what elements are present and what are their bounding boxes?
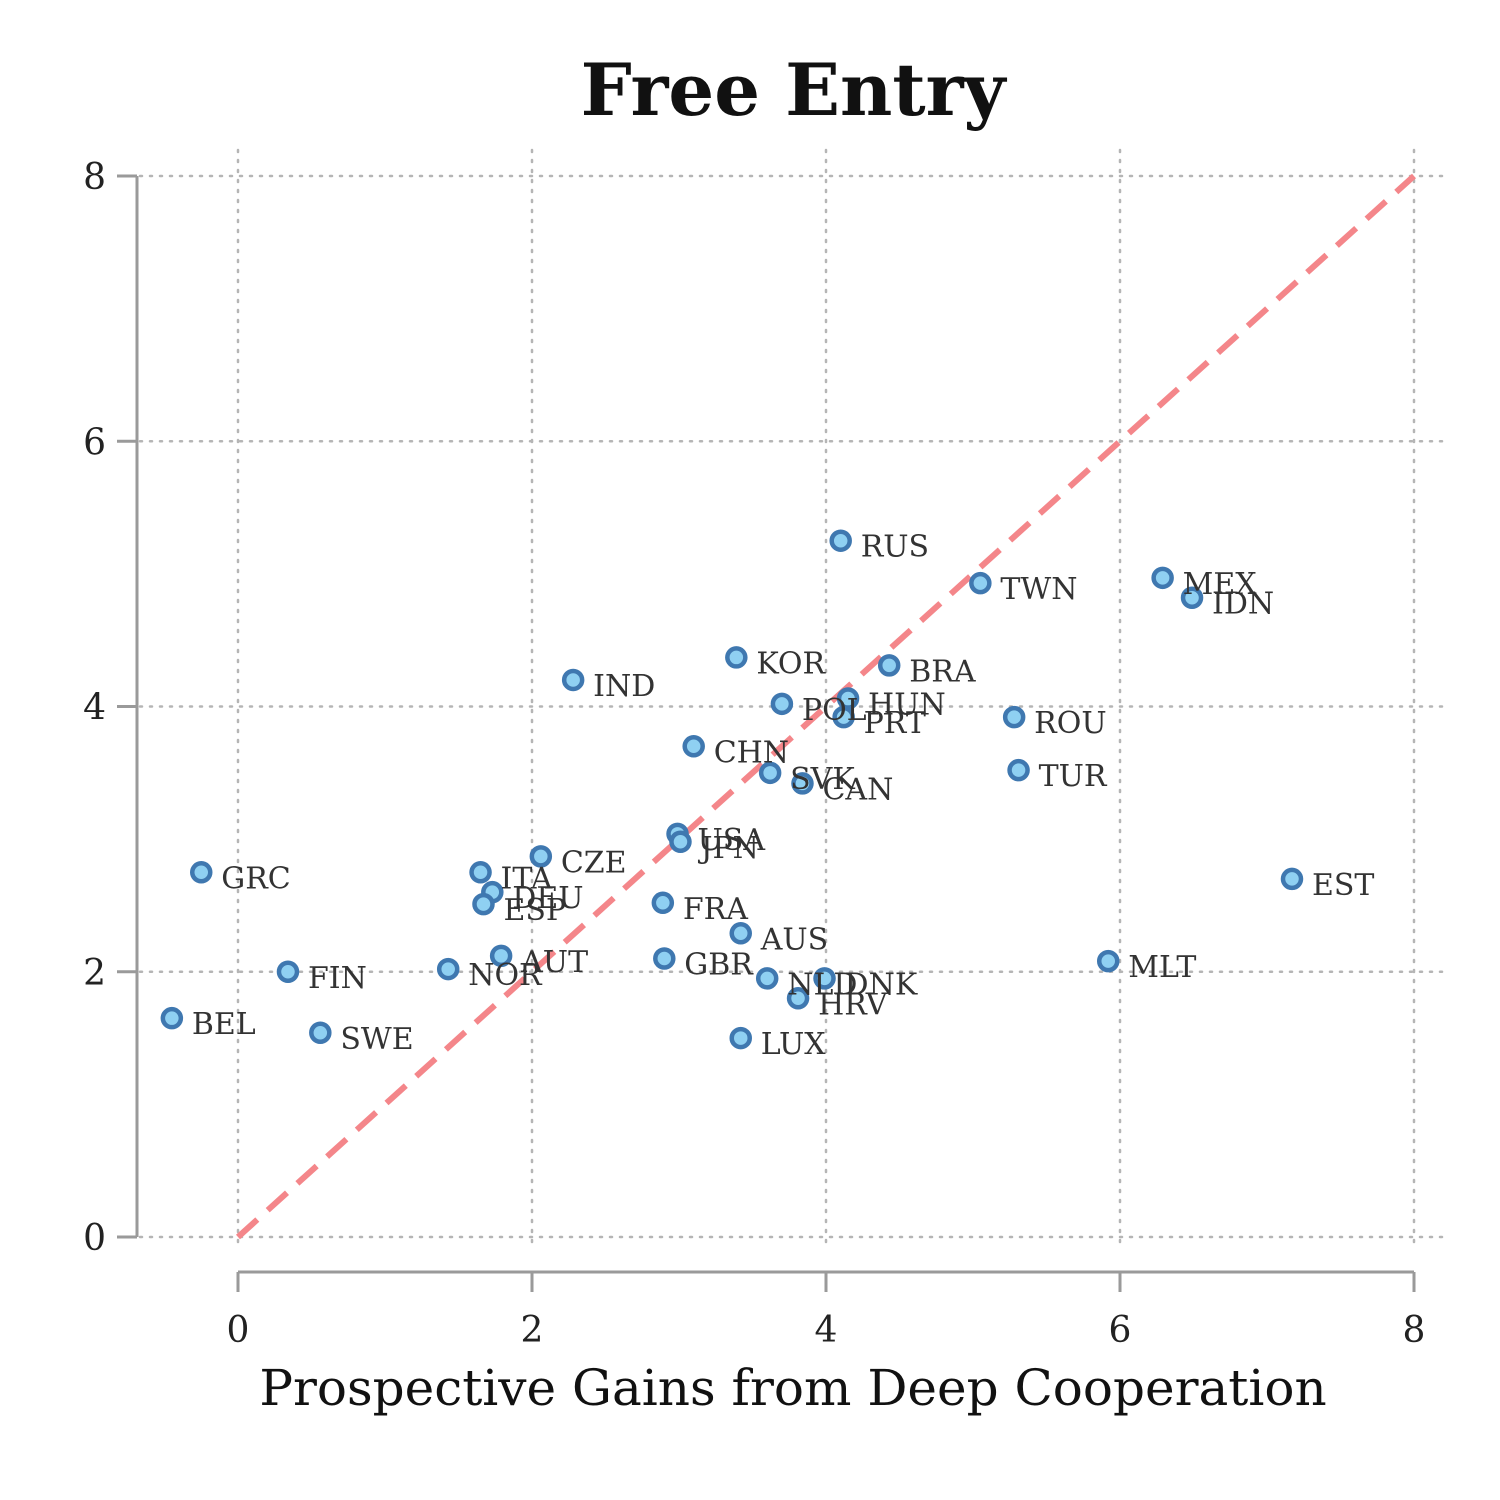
point-label-hrv: HRV	[818, 987, 889, 1022]
data-point-prt	[832, 705, 855, 729]
data-point-swe	[309, 1021, 332, 1045]
data-point-gbr	[653, 947, 676, 970]
y-tick-label: 6	[83, 422, 106, 463]
x-tick-label: 0	[227, 1310, 250, 1351]
point-label-twn: TWN	[1000, 572, 1077, 607]
x-tick-label: 4	[815, 1310, 838, 1351]
data-point-est	[1280, 867, 1304, 891]
x-tick-label: 6	[1109, 1310, 1132, 1351]
data-point-mlt	[1096, 949, 1120, 973]
point-label-cze: CZE	[561, 845, 627, 880]
point-label-hun: HUN	[868, 688, 946, 723]
point-label-aus: AUS	[760, 922, 829, 957]
reference-line	[235, 173, 1417, 1240]
point-label-swe: SWE	[340, 1022, 413, 1057]
point-label-chn: CHN	[714, 735, 789, 770]
x-axis-title: Prospective Gains from Deep Cooperation	[259, 1359, 1326, 1417]
point-label-can: CAN	[822, 772, 893, 807]
data-point-grc	[190, 861, 213, 884]
point-label-deu: DEU	[512, 881, 583, 916]
point-label-idn: IDN	[1212, 587, 1274, 622]
point-label-prt: PRT	[864, 706, 926, 741]
data-point-aut	[489, 944, 513, 968]
y-tick-label: 0	[83, 1218, 106, 1259]
y-tick-label: 8	[83, 157, 106, 198]
point-label-bel: BEL	[192, 1007, 256, 1042]
gridlines	[138, 148, 1452, 1247]
point-label-jpn: JPN	[697, 831, 758, 866]
y-tick-label: 4	[83, 688, 106, 729]
data-points	[160, 529, 1304, 1050]
data-point-svk	[758, 761, 782, 785]
point-label-ita: ITA	[501, 861, 553, 896]
point-label-grc: GRC	[221, 861, 291, 896]
data-point-ita	[469, 861, 492, 884]
data-point-nor	[436, 957, 460, 981]
point-label-fra: FRA	[683, 892, 748, 927]
point-label-mex: MEX	[1183, 567, 1258, 602]
chart-title: Free Entry	[581, 47, 1008, 132]
point-label-dnk: DNK	[845, 967, 918, 1002]
point-label-ind: IND	[593, 669, 655, 704]
point-label-bra: BRA	[909, 654, 976, 689]
data-point-pol	[770, 692, 794, 716]
point-label-fin: FIN	[308, 961, 367, 996]
data-point-chn	[682, 735, 705, 758]
point-label-nld: NLD	[787, 967, 857, 1002]
point-label-gbr: GBR	[684, 947, 754, 982]
y-tick-label: 2	[83, 953, 106, 994]
data-point-ind	[561, 668, 585, 692]
data-point-bra	[877, 654, 901, 677]
point-label-est: EST	[1312, 868, 1374, 903]
data-point-kor	[725, 646, 748, 669]
data-point-rou	[1002, 705, 1026, 729]
x-tick-label: 8	[1403, 1310, 1426, 1351]
data-point-hrv	[786, 987, 810, 1010]
data-point-cze	[529, 845, 553, 868]
data-point-fra	[651, 891, 675, 915]
data-point-mex	[1151, 566, 1174, 590]
axes: 0 2 4 6 8 0 2 4 6 8	[83, 157, 1425, 1351]
data-point-esp	[472, 892, 495, 916]
data-point-rus	[829, 529, 852, 552]
point-label-aut: AUT	[520, 945, 588, 980]
data-point-dnk	[813, 967, 836, 990]
data-point-nld	[755, 967, 779, 990]
data-point-fin	[276, 960, 300, 983]
reference-45-degree-line	[235, 173, 1417, 1240]
point-label-mlt: MLT	[1128, 950, 1196, 985]
data-point-twn	[969, 571, 992, 595]
data-point-can	[791, 772, 814, 795]
point-label-tur: TUR	[1039, 759, 1108, 794]
point-label-nor: NOR	[468, 958, 543, 993]
data-point-jpn	[669, 830, 692, 854]
point-label-lux: LUX	[761, 1027, 827, 1062]
point-label-rus: RUS	[861, 530, 929, 565]
data-point-bel	[160, 1006, 184, 1030]
data-point-lux	[729, 1026, 752, 1050]
point-label-kor: KOR	[756, 646, 826, 681]
point-label-svk: SVK	[790, 762, 855, 797]
data-point-idn	[1180, 586, 1204, 609]
data-point-aus	[729, 922, 752, 945]
data-point-tur	[1007, 758, 1030, 782]
point-label-esp: ESP	[503, 893, 566, 928]
x-tick-label: 2	[521, 1310, 544, 1351]
point-label-pol: POL	[802, 693, 867, 728]
point-label-rou: ROU	[1034, 706, 1106, 741]
point-label-usa: USA	[698, 823, 766, 858]
